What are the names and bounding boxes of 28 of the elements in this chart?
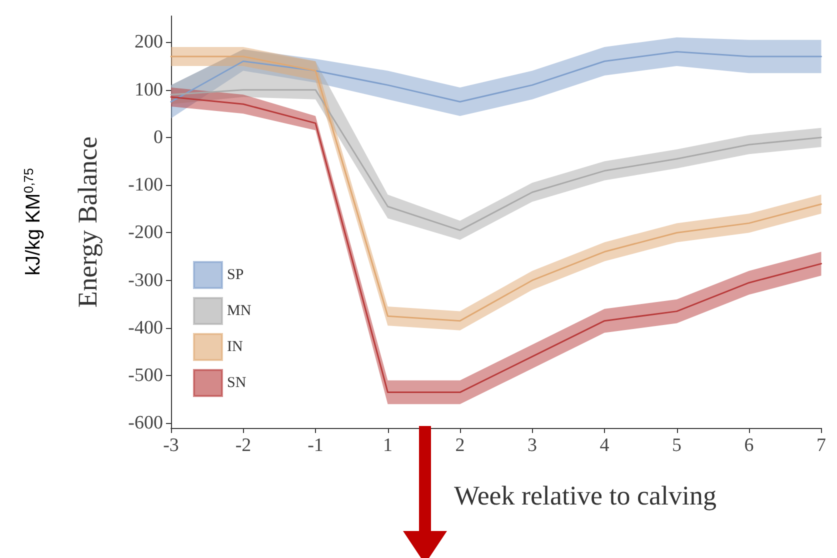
legend-label: IN: [227, 339, 243, 355]
x-tick-label: 6: [744, 435, 754, 456]
y-tick-label: 100: [134, 79, 163, 100]
y-tick-label: -600: [128, 412, 163, 434]
legend-label: SN: [227, 375, 246, 391]
x-tick-label: -2: [235, 435, 252, 456]
y-tick-label: -400: [128, 317, 163, 338]
legend-label: MN: [227, 303, 252, 319]
text: kJ/kg KM0,75: [21, 168, 44, 276]
x-tick-label: 2: [455, 435, 465, 456]
line-series: [170, 89, 822, 232]
x-tick-label: 3: [528, 435, 537, 456]
y-tick-label: -100: [128, 174, 163, 196]
x-tick-label: 4: [600, 435, 610, 456]
y-tick-label: 0: [154, 126, 163, 148]
x-tick-label: 7: [816, 435, 826, 456]
y-tick-label: -300: [128, 270, 163, 291]
y-tick-label: 200: [134, 32, 163, 53]
y-tick-label: -200: [128, 222, 163, 244]
y-axis-title: Energy Balance: [72, 136, 102, 308]
legend-label: SP: [227, 267, 244, 283]
x-tick-label: 1: [383, 435, 392, 456]
x-tick-label: -3: [163, 435, 179, 456]
line-series: [170, 50, 822, 102]
y-tick-label: -500: [128, 365, 163, 386]
x-tick-label: -1: [308, 435, 324, 456]
x-tick-label: 5: [672, 435, 682, 456]
x-axis-title: Week relative to calving: [454, 480, 716, 510]
